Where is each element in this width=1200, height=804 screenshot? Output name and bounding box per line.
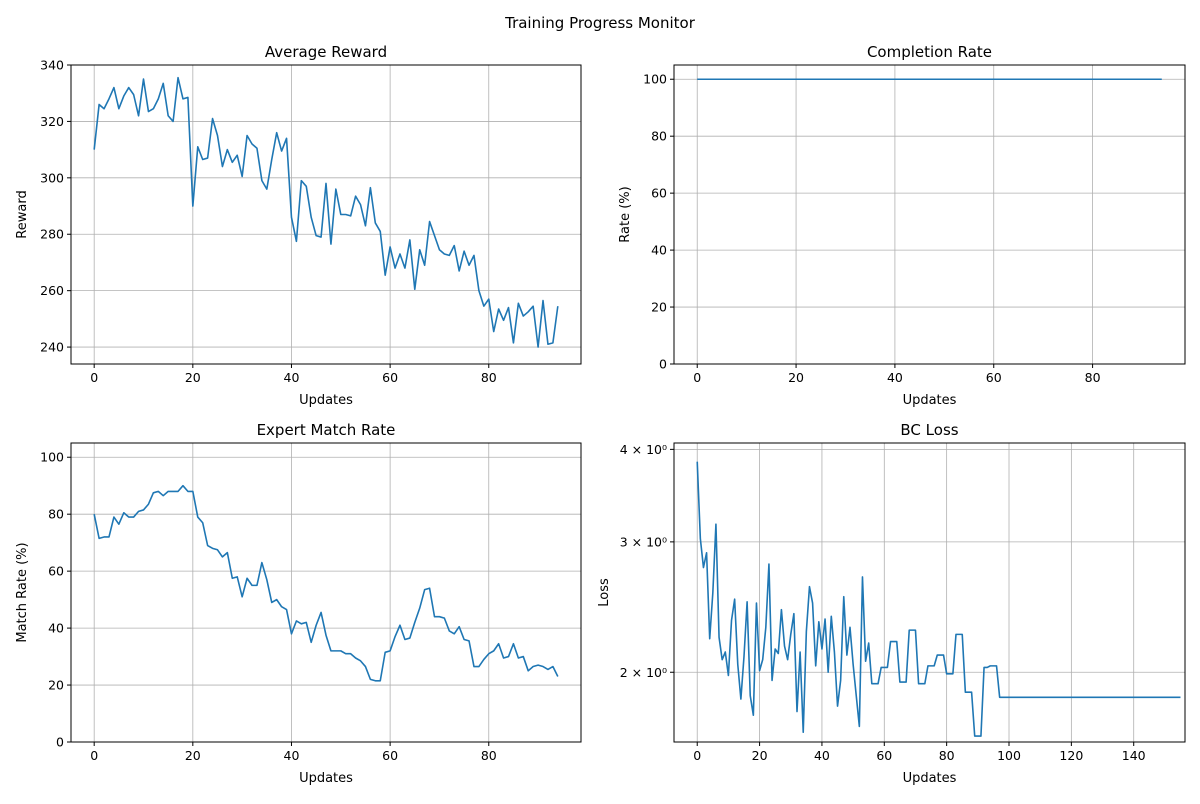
y-tick-label: 80 bbox=[48, 507, 64, 522]
x-tick-label: 60 bbox=[986, 370, 1002, 385]
x-tick-label: 80 bbox=[939, 748, 955, 763]
y-tick-label: 100 bbox=[40, 450, 64, 465]
y-tick-label: 100 bbox=[643, 72, 667, 87]
figure-suptitle: Training Progress Monitor bbox=[504, 14, 696, 32]
panel-title: BC Loss bbox=[900, 421, 958, 439]
y-tick-label: 40 bbox=[48, 621, 64, 636]
grid-lines bbox=[674, 443, 1185, 742]
y-tick-label: 40 bbox=[651, 243, 667, 258]
grid-lines bbox=[71, 443, 581, 743]
x-tick-label: 60 bbox=[876, 748, 892, 763]
y-axis-label: Match Rate (%) bbox=[15, 542, 30, 642]
x-tick-label: 20 bbox=[752, 748, 768, 763]
panel-title: Completion Rate bbox=[867, 43, 992, 61]
panel-title: Expert Match Rate bbox=[257, 421, 396, 439]
x-axis-label: Updates bbox=[903, 771, 957, 786]
x-tick-label: 80 bbox=[481, 370, 497, 385]
panel-bc-loss: 0 20 40 60 80 100 120 140 2 × 10⁰ 3 × 10⁰ 4 × 10⁰ B… bbox=[597, 421, 1186, 786]
x-tick-label: 20 bbox=[185, 748, 201, 763]
x-tick-label: 60 bbox=[382, 370, 398, 385]
x-tick-label: 0 bbox=[90, 748, 98, 763]
y-tick-label: 280 bbox=[40, 227, 64, 242]
x-tick-label: 60 bbox=[382, 748, 398, 763]
x-tick-label: 0 bbox=[90, 370, 98, 385]
y-axis-label: Reward bbox=[15, 190, 30, 238]
y-tick-label: 2 × 10⁰ bbox=[620, 665, 667, 680]
x-tick-label: 140 bbox=[1122, 748, 1146, 763]
y-tick-label: 60 bbox=[48, 564, 64, 579]
x-tick-label: 80 bbox=[481, 748, 497, 763]
axes-frame bbox=[70, 64, 582, 365]
panel-expert-match-rate: 0 20 40 60 80 0 20 40 60 80 100 Expert Match Rate Up… bbox=[15, 421, 582, 786]
y-tick-label: 80 bbox=[651, 129, 667, 144]
y-axis-label: Rate (%) bbox=[618, 186, 633, 242]
series-line bbox=[696, 461, 1181, 737]
x-tick-label: 20 bbox=[185, 370, 201, 385]
axes-frame bbox=[673, 64, 1186, 365]
axes-frame bbox=[673, 442, 1186, 743]
y-tick-label: 4 × 10⁰ bbox=[620, 442, 667, 457]
x-tick-label: 40 bbox=[887, 370, 903, 385]
x-axis-label: Updates bbox=[299, 393, 353, 408]
x-tick-label: 40 bbox=[814, 748, 830, 763]
panel-title: Average Reward bbox=[265, 43, 387, 61]
x-tick-label: 0 bbox=[693, 370, 701, 385]
x-tick-label: 120 bbox=[1059, 748, 1083, 763]
x-axis-label: Updates bbox=[903, 393, 957, 408]
y-tick-label: 20 bbox=[48, 678, 64, 693]
y-tick-label: 300 bbox=[40, 170, 64, 185]
x-tick-label: 0 bbox=[693, 748, 701, 763]
y-tick-label: 260 bbox=[40, 283, 64, 298]
panel-average-reward: 0 20 40 60 80 240 260 280 300 320 340 Average Rewar… bbox=[15, 43, 582, 408]
axes-frame bbox=[70, 442, 582, 743]
x-axis-label: Updates bbox=[299, 771, 353, 786]
y-tick-label: 240 bbox=[40, 340, 64, 355]
y-axis-label: Loss bbox=[597, 578, 612, 607]
x-tick-label: 20 bbox=[788, 370, 804, 385]
y-tick-label: 320 bbox=[40, 114, 64, 129]
x-tick-label: 40 bbox=[284, 370, 300, 385]
panel-completion-rate: 0 20 40 60 80 0 20 40 60 80 100 Completion Rate Upda… bbox=[618, 43, 1186, 408]
y-tick-label: 3 × 10⁰ bbox=[620, 534, 667, 549]
y-tick-label: 60 bbox=[651, 186, 667, 201]
x-tick-label: 80 bbox=[1085, 370, 1101, 385]
series-line bbox=[93, 484, 559, 682]
x-tick-label: 40 bbox=[284, 748, 300, 763]
y-tick-label: 0 bbox=[56, 735, 64, 750]
y-tick-label: 340 bbox=[40, 58, 64, 73]
y-tick-label: 0 bbox=[659, 357, 667, 372]
x-tick-label: 100 bbox=[997, 748, 1021, 763]
series-line bbox=[93, 76, 559, 348]
y-tick-label: 20 bbox=[651, 300, 667, 315]
